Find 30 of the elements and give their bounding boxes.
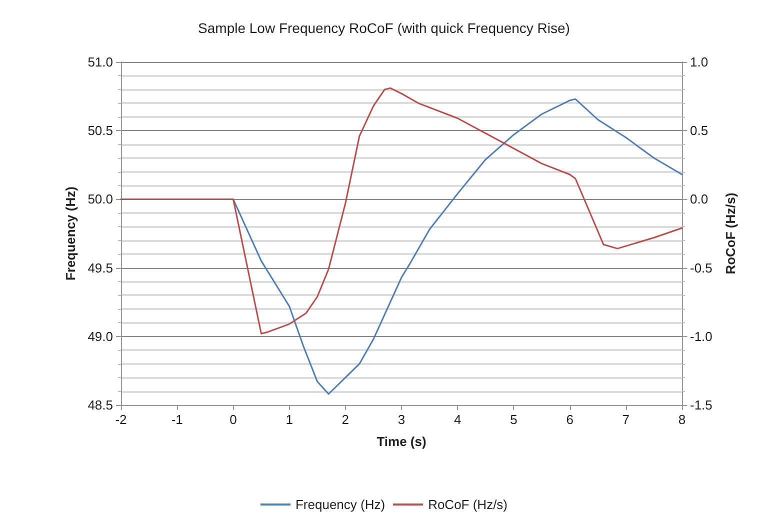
x-tick-label: 0	[230, 412, 237, 427]
y-tick-label: 49.0	[88, 328, 113, 344]
y2-tick-label: 0.0	[690, 192, 708, 207]
y-tick-label: 51.0	[88, 54, 113, 70]
x-tick-label: -2	[115, 412, 127, 427]
x-tick-label: 3	[398, 412, 406, 427]
y2-axis-title: RoCoF (Hz/s)	[723, 192, 738, 274]
x-tick-label: -1	[171, 412, 183, 427]
x-tick-label: 8	[678, 412, 686, 427]
y-tick-label: 48.5	[88, 398, 113, 412]
x-tick-label: 5	[510, 412, 518, 427]
y2-tick-label: -1.0	[690, 328, 712, 344]
x-tick-label: 6	[566, 412, 574, 427]
x-tick-label: 2	[342, 412, 350, 427]
y2-tick-label: -0.5	[690, 260, 712, 276]
y-axis-title: Frequency (Hz)	[62, 186, 78, 280]
x-tick-label: 1	[286, 412, 293, 427]
y-tick-label: 50.0	[88, 192, 113, 207]
y2-tick-label: 1.0	[690, 54, 708, 70]
x-tick-label: 4	[454, 412, 462, 427]
x-tick-label: 7	[622, 412, 630, 427]
x-axis-title: Time (s)	[376, 434, 426, 449]
legend-label: Frequency (Hz)	[295, 497, 386, 512]
line-series	[120, 87, 683, 334]
y2-tick-label: -1.5	[690, 398, 712, 412]
y-tick-label: 49.5	[88, 260, 113, 276]
chart-title: Sample Low Frequency RoCoF (with quick Frequency Rise)	[198, 20, 570, 36]
legend-label: RoCoF (Hz/s)	[428, 497, 508, 512]
y2-tick-label: 0.5	[690, 123, 708, 138]
y-tick-label: 50.5	[88, 123, 113, 138]
